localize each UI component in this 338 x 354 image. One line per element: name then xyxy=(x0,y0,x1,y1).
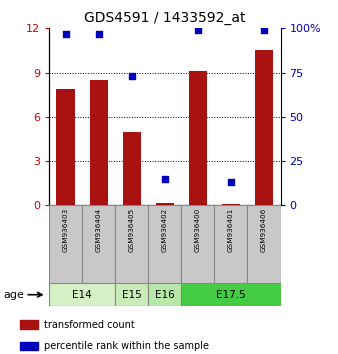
Bar xyxy=(20,320,38,329)
Text: percentile rank within the sample: percentile rank within the sample xyxy=(44,341,209,351)
Bar xyxy=(49,205,82,283)
Bar xyxy=(115,205,148,283)
Bar xyxy=(181,205,214,283)
Bar xyxy=(49,283,115,306)
Bar xyxy=(156,203,174,205)
Title: GDS4591 / 1433592_at: GDS4591 / 1433592_at xyxy=(84,11,245,24)
Bar xyxy=(148,283,181,306)
Text: E16: E16 xyxy=(155,290,175,300)
Bar xyxy=(148,205,181,283)
Bar xyxy=(181,283,281,306)
Text: age: age xyxy=(3,290,24,299)
Point xyxy=(228,179,234,185)
Text: GSM936402: GSM936402 xyxy=(162,208,168,252)
Point xyxy=(162,176,167,182)
Text: GSM936401: GSM936401 xyxy=(228,208,234,252)
Text: E17.5: E17.5 xyxy=(216,290,246,300)
Bar xyxy=(189,71,207,205)
Bar xyxy=(123,132,141,205)
Bar xyxy=(214,205,247,283)
Text: GSM936406: GSM936406 xyxy=(261,208,267,252)
Text: GSM936405: GSM936405 xyxy=(129,208,135,252)
Bar xyxy=(20,342,38,350)
Bar xyxy=(82,205,115,283)
Point xyxy=(96,31,101,36)
Point xyxy=(195,27,200,33)
Text: transformed count: transformed count xyxy=(44,320,135,330)
Text: GSM936400: GSM936400 xyxy=(195,208,201,252)
Bar xyxy=(56,89,75,205)
Bar xyxy=(255,51,273,205)
Point xyxy=(261,27,267,33)
Bar xyxy=(90,80,108,205)
Text: GSM936403: GSM936403 xyxy=(63,208,69,252)
Point xyxy=(129,73,135,79)
Text: E15: E15 xyxy=(122,290,142,300)
Point xyxy=(63,31,68,36)
Text: E14: E14 xyxy=(72,290,92,300)
Bar xyxy=(247,205,281,283)
Bar xyxy=(222,204,240,205)
Bar xyxy=(115,283,148,306)
Text: GSM936404: GSM936404 xyxy=(96,208,102,252)
